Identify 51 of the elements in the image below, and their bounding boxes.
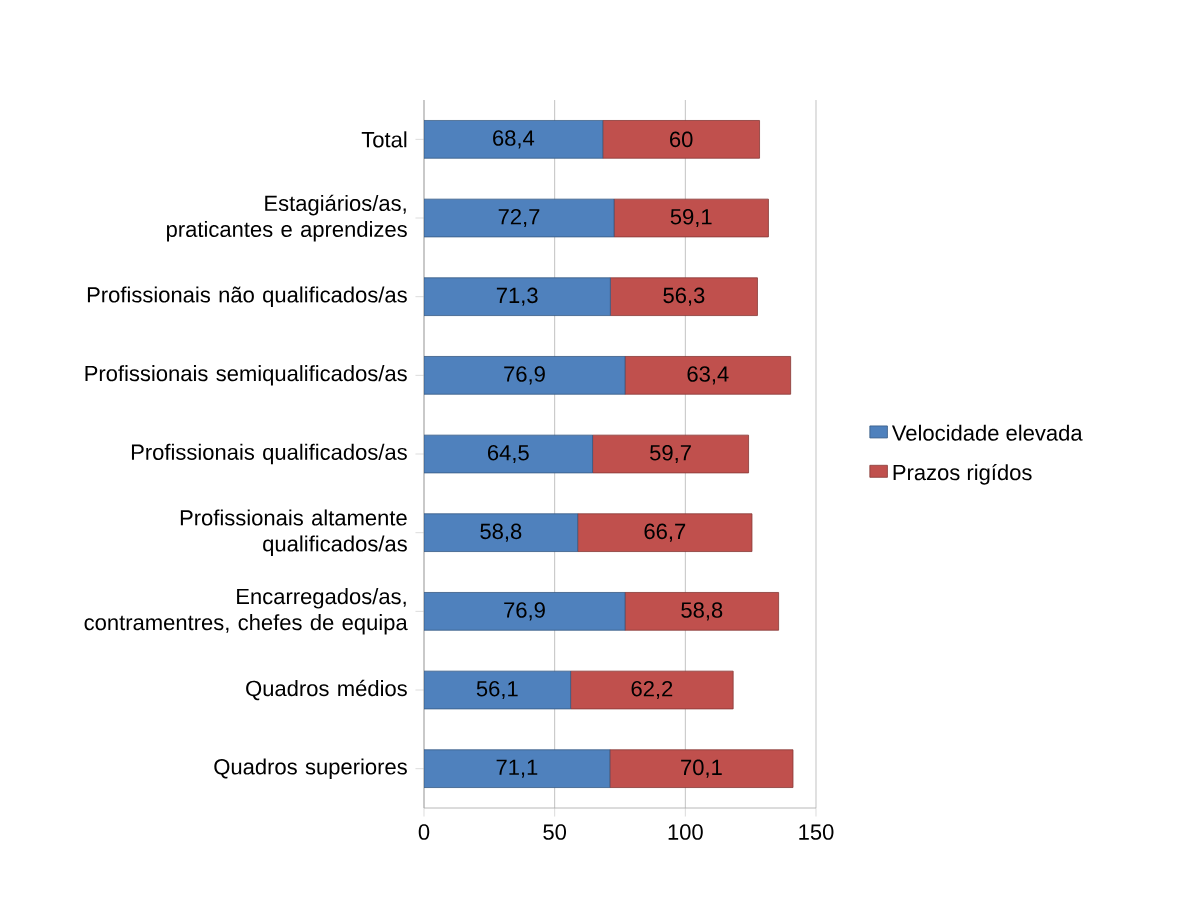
- data-label: 70,1: [681, 759, 722, 778]
- x-tick-label: 150: [799, 824, 834, 840]
- bar: [570, 670, 734, 710]
- y-tick-label: Profissionais qualificados/as: [131, 443, 407, 465]
- data-label: 58,8: [681, 602, 723, 621]
- bar: [592, 434, 749, 474]
- data-label: 63,4: [687, 366, 729, 385]
- bar: [624, 356, 792, 395]
- bar: [424, 356, 626, 395]
- data-label: 76,9: [504, 602, 545, 621]
- data-label: 56,1: [476, 680, 518, 700]
- bar: [424, 198, 615, 238]
- y-tick-label: Quadros superiores: [214, 758, 407, 779]
- y-tick-label: Profissionais semiqualificados/as: [85, 365, 407, 386]
- data-label: 76,9: [504, 366, 545, 385]
- data-label: 59,1: [670, 208, 712, 228]
- bar: [609, 277, 758, 316]
- bar: [424, 120, 604, 159]
- y-tick-label: Total: [361, 131, 407, 148]
- data-label: 59,7: [650, 444, 691, 464]
- y-tick-label: Estagiários/as, praticantes e aprendizes: [167, 194, 407, 242]
- data-label: 71,3: [496, 287, 538, 306]
- data-label: 62,2: [631, 680, 673, 700]
- y-tick-label: Profissionais altamente qualificados/as: [180, 509, 407, 556]
- data-label: 71,1: [496, 759, 538, 778]
- x-tick-label: 50: [543, 824, 567, 840]
- bar: [624, 592, 780, 631]
- data-label: 60: [670, 131, 693, 148]
- data-label: 66,7: [644, 523, 686, 542]
- y-tick-label: Encarregados/as, contramentres, chefes de equipa: [84, 588, 408, 635]
- data-label: 64,5: [488, 444, 529, 464]
- data-label: 72,7: [498, 208, 540, 228]
- bar: [424, 670, 572, 710]
- data-label: 68,4: [493, 130, 535, 149]
- x-tick-label: 100: [668, 824, 703, 840]
- legend-label: Prazos rigídos: [893, 463, 1032, 485]
- bar: [577, 513, 753, 552]
- bar: [424, 749, 611, 788]
- bar: [424, 277, 611, 316]
- bar: [609, 749, 794, 788]
- bar: [613, 198, 769, 238]
- bar: [602, 120, 760, 159]
- bar: [424, 513, 579, 552]
- bar: [424, 434, 593, 474]
- legend-label: Velocidade elevada: [891, 424, 1083, 441]
- data-label: 58,8: [480, 523, 522, 542]
- y-tick-label: Quadros médios: [246, 679, 407, 701]
- bar: [424, 592, 626, 631]
- y-tick-label: Profissionais não qualificados/as: [87, 286, 407, 307]
- x-tick-label: 0: [418, 824, 430, 840]
- data-label: 56,3: [663, 287, 705, 306]
